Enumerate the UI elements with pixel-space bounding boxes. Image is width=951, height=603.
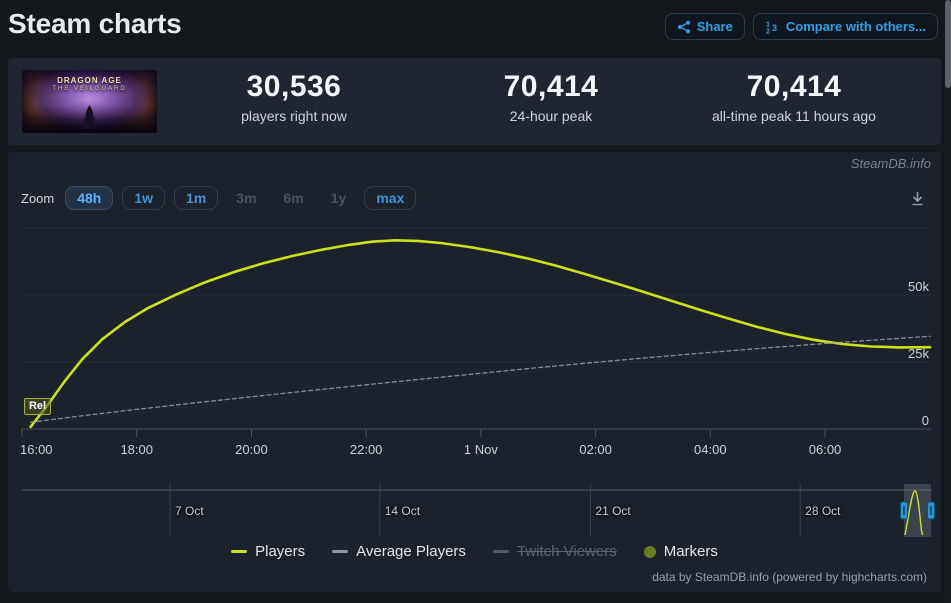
legend-swatch bbox=[332, 550, 349, 553]
legend-label: Markers bbox=[663, 543, 718, 560]
navigator-handle-right[interactable] bbox=[927, 501, 935, 520]
scrollbar-thumb[interactable] bbox=[945, 0, 951, 88]
stat-24h-peak: 70,414 24-hour peak bbox=[421, 70, 681, 124]
legend-label: Average Players bbox=[356, 543, 466, 560]
stat-value: 70,414 bbox=[746, 70, 842, 103]
stat-players-now: 30,536 players right now bbox=[164, 70, 424, 124]
legend-swatch bbox=[492, 550, 509, 553]
legend-item-players[interactable]: Players bbox=[231, 543, 305, 560]
navigator-date-label: 21 Oct bbox=[595, 504, 631, 518]
x-axis-label: 04:00 bbox=[694, 442, 727, 457]
stat-value: 30,536 bbox=[246, 70, 342, 103]
x-axis-label: 18:00 bbox=[120, 442, 153, 457]
chart-toolbar: Zoom 48h 1w 1m 3m 6m 1y max bbox=[21, 186, 927, 210]
navigator-date-label: 28 Oct bbox=[805, 504, 841, 518]
legend-label: Twitch Viewers bbox=[516, 543, 617, 560]
navigator-mini-series bbox=[904, 490, 924, 536]
legend-item-average-players[interactable]: Average Players bbox=[332, 543, 466, 560]
zoom-button-1m[interactable]: 1m bbox=[174, 186, 219, 210]
credit-text: data by SteamDB.info (powered by highcha… bbox=[652, 570, 927, 584]
svg-text:1: 1 bbox=[766, 21, 770, 28]
page-title: Steam charts bbox=[8, 8, 182, 39]
zoom-button-max[interactable]: max bbox=[364, 186, 417, 210]
zoom-button-3m: 3m bbox=[227, 186, 265, 210]
y-axis-label: 0 bbox=[921, 413, 929, 428]
players-line bbox=[29, 239, 932, 429]
navigator-handle-left[interactable] bbox=[900, 501, 908, 520]
x-axis-label: 1 Nov bbox=[463, 442, 498, 457]
zoom-button-1y: 1y bbox=[322, 186, 356, 210]
y-axis-label: 25k bbox=[908, 346, 929, 361]
share-icon bbox=[677, 20, 691, 34]
svg-text:2: 2 bbox=[766, 28, 770, 34]
chart-panel: SteamDB.info Zoom 48h 1w 1m 3m 6m 1y max 16:00… bbox=[8, 152, 941, 592]
navigator-selection[interactable] bbox=[904, 484, 931, 537]
capsule-logo: DRAGON AGE THE VEILGUARD bbox=[52, 76, 127, 92]
svg-text:3: 3 bbox=[772, 23, 777, 33]
legend-swatch bbox=[231, 550, 248, 553]
stat-label: 24-hour peak bbox=[509, 108, 593, 124]
stat-label: players right now bbox=[241, 108, 347, 124]
legend-item-twitch-viewers[interactable]: Twitch Viewers bbox=[492, 543, 617, 560]
zoom-button-6m: 6m bbox=[275, 186, 313, 210]
game-capsule[interactable]: DRAGON AGE THE VEILGUARD bbox=[22, 70, 157, 133]
legend-item-markers[interactable]: Markers bbox=[643, 543, 718, 560]
chart-plot-area[interactable] bbox=[8, 152, 941, 592]
x-axis-label: 22:00 bbox=[349, 442, 383, 457]
share-button[interactable]: Share bbox=[664, 13, 745, 40]
navigator-date-label: 14 Oct bbox=[384, 504, 421, 518]
x-axis-label: 20:00 bbox=[235, 442, 268, 457]
watermark: SteamDB.info bbox=[850, 156, 931, 171]
navigator-date-label: 7 Oct bbox=[175, 504, 204, 518]
x-axis-label: 16:00 bbox=[20, 442, 53, 457]
release-marker: Rel bbox=[24, 398, 51, 415]
y-axis-label: 50k bbox=[908, 279, 929, 294]
legend-swatch bbox=[643, 545, 656, 558]
zoom-button-48h[interactable]: 48h bbox=[65, 186, 114, 210]
zoom-label: Zoom bbox=[21, 190, 55, 206]
average-players-line bbox=[29, 335, 931, 423]
capsule-figure bbox=[82, 105, 97, 129]
chart-legend: Players Average Players Twitch Viewers Mark… bbox=[8, 543, 941, 560]
stat-value: 70,414 bbox=[503, 70, 599, 103]
legend-label: Players bbox=[255, 543, 306, 560]
header-buttons: Share 1 2 3 Compare with others... bbox=[664, 13, 938, 40]
x-axis-label: 02:00 bbox=[579, 442, 612, 457]
share-button-label: Share bbox=[696, 19, 733, 34]
compare-button[interactable]: 1 2 3 Compare with others... bbox=[752, 13, 938, 40]
stat-label: all-time peak 11 hours ago bbox=[712, 108, 876, 124]
stats-panel: DRAGON AGE THE VEILGUARD 30,536 players … bbox=[8, 58, 941, 145]
page-scrollbar bbox=[945, 0, 951, 603]
zoom-buttons: 48h 1w 1m 3m 6m 1y max bbox=[65, 186, 417, 210]
sort-numeric-icon: 1 2 3 bbox=[765, 20, 780, 34]
zoom-button-1w[interactable]: 1w bbox=[122, 186, 166, 210]
compare-button-label: Compare with others... bbox=[785, 19, 926, 34]
x-axis-label: 06:00 bbox=[808, 442, 842, 457]
stat-alltime-peak: 70,414 all-time peak 11 hours ago bbox=[664, 70, 924, 124]
download-icon[interactable] bbox=[908, 189, 927, 208]
